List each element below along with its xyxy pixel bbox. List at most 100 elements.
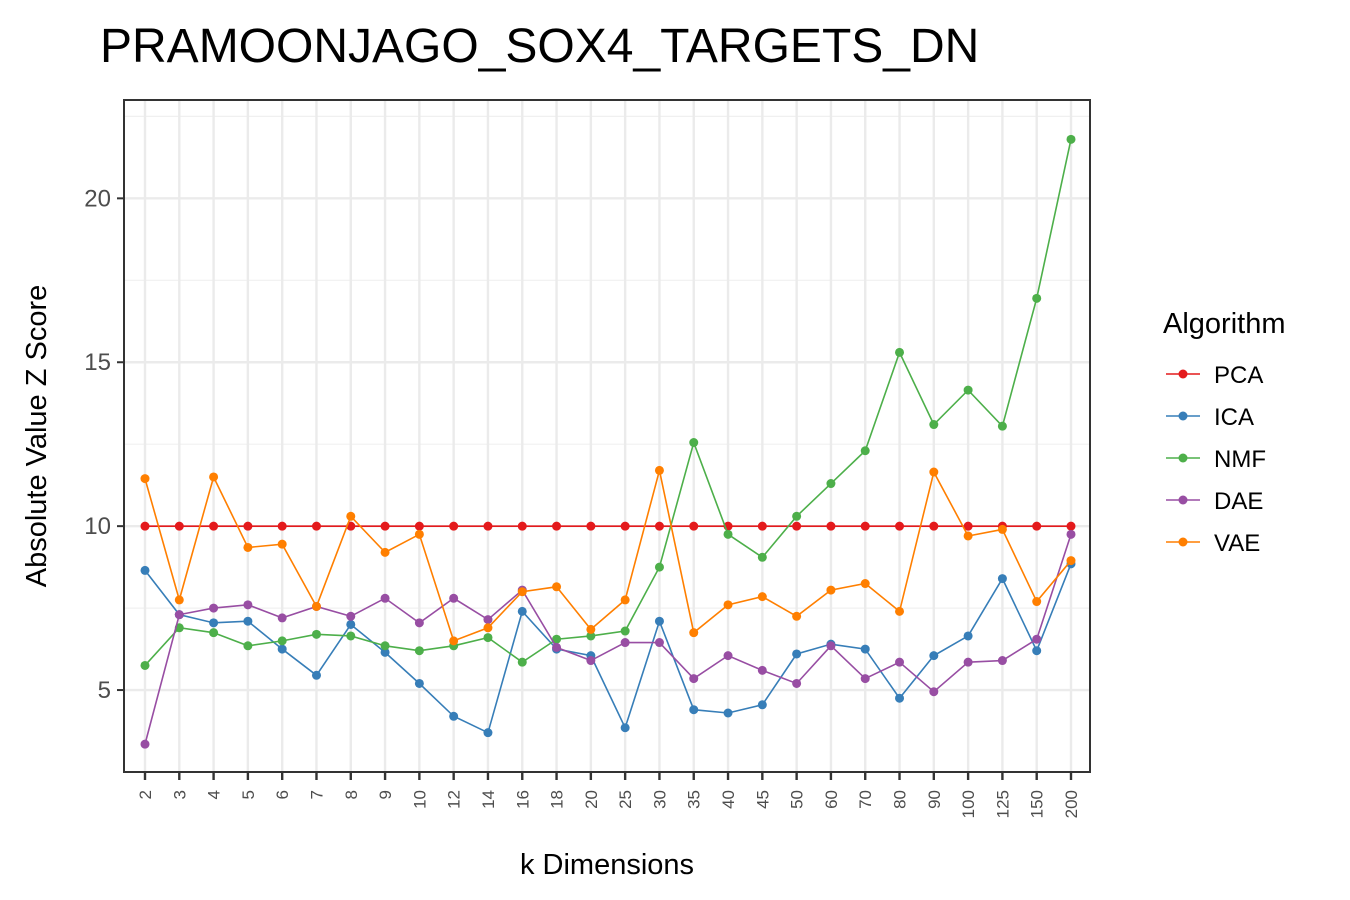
point-nmf (346, 631, 356, 641)
point-ica (311, 670, 321, 680)
point-dae (140, 739, 150, 749)
point-dae (826, 641, 836, 651)
x-tick-label: 5 (239, 790, 258, 799)
series-line-nmf (144, 139, 1072, 666)
x-tick-label: 150 (1028, 790, 1047, 818)
x-tick-label: 4 (205, 790, 224, 799)
point-pca (414, 521, 424, 531)
legend-key-point-vae (1178, 537, 1188, 547)
point-vae (586, 624, 596, 634)
x-tick-label: 70 (856, 790, 875, 809)
y-tick-label: 20 (84, 185, 111, 212)
point-ica (209, 618, 219, 628)
point-nmf (380, 641, 390, 651)
series-layer (140, 134, 1076, 749)
point-pca (620, 521, 630, 531)
x-tick-label: 3 (170, 790, 189, 799)
x-axis: 2 3 4 5 6 7 8 9 10 12 14 16 18 20 25 30 35 40 45 50 60 70 80 90… (136, 772, 1081, 818)
point-vae (311, 601, 321, 611)
point-ica (929, 651, 939, 661)
x-tick-label: 100 (959, 790, 978, 818)
x-tick-label: 60 (822, 790, 841, 809)
x-tick-label: 45 (753, 790, 772, 809)
point-pca (689, 521, 699, 531)
x-tick-label: 2 (136, 790, 155, 799)
point-dae (346, 611, 356, 621)
y-tick-label: 10 (84, 513, 111, 540)
point-pca (517, 521, 527, 531)
point-vae (209, 472, 219, 482)
point-dae (895, 657, 905, 667)
point-nmf (929, 420, 939, 430)
point-vae (174, 595, 184, 605)
x-tick-label: 35 (685, 790, 704, 809)
point-dae (963, 657, 973, 667)
point-pca (963, 521, 973, 531)
point-ica (517, 606, 527, 616)
point-nmf (895, 347, 905, 357)
x-tick-label: 7 (307, 790, 326, 799)
chart-title: PRAMOONJAGO_SOX4_TARGETS_DN (100, 20, 979, 73)
x-tick-label: 125 (993, 790, 1012, 818)
point-dae (860, 674, 870, 684)
point-ica (689, 705, 699, 715)
legend-label-dae: DAE (1214, 488, 1263, 515)
point-ica (277, 644, 287, 654)
point-ica (346, 619, 356, 629)
point-dae (277, 613, 287, 623)
point-nmf (654, 562, 664, 572)
point-pca (311, 521, 321, 531)
point-vae (140, 474, 150, 484)
point-dae (620, 638, 630, 648)
point-ica (620, 723, 630, 733)
point-dae (243, 600, 253, 610)
point-vae (517, 587, 527, 597)
point-pca (929, 521, 939, 531)
point-vae (620, 595, 630, 605)
point-nmf (689, 438, 699, 448)
point-ica (449, 711, 459, 721)
point-pca (174, 521, 184, 531)
point-vae (860, 579, 870, 589)
y-axis-title: Absolute Value Z Score (21, 285, 53, 588)
x-tick-label: 14 (479, 790, 498, 809)
point-vae (380, 547, 390, 557)
point-vae (963, 531, 973, 541)
point-dae (552, 642, 562, 652)
point-vae (895, 606, 905, 616)
point-ica (860, 644, 870, 654)
point-vae (757, 592, 767, 602)
point-nmf (586, 631, 596, 641)
point-nmf (243, 641, 253, 651)
point-ica (997, 574, 1007, 584)
point-ica (895, 693, 905, 703)
point-nmf (1066, 134, 1076, 144)
point-pca (1032, 521, 1042, 531)
point-vae (689, 628, 699, 638)
y-axis: 5 10 15 20 (84, 185, 124, 704)
x-tick-label: 18 (548, 790, 567, 809)
point-nmf (140, 660, 150, 670)
point-pca (654, 521, 664, 531)
point-vae (723, 600, 733, 610)
point-dae (483, 615, 493, 625)
point-ica (654, 616, 664, 626)
point-vae (997, 524, 1007, 534)
point-ica (483, 728, 493, 738)
legend-label-pca: PCA (1214, 362, 1263, 389)
legend-key-point-dae (1178, 495, 1188, 505)
point-nmf (277, 636, 287, 646)
point-dae (380, 593, 390, 603)
point-vae (929, 467, 939, 477)
point-nmf (860, 446, 870, 456)
legend-label-ica: ICA (1214, 404, 1254, 431)
x-tick-label: 30 (650, 790, 669, 809)
point-ica (723, 708, 733, 718)
point-pca (209, 521, 219, 531)
point-dae (1032, 634, 1042, 644)
x-tick-label: 25 (616, 790, 635, 809)
point-dae (654, 638, 664, 648)
point-dae (209, 603, 219, 613)
series-line-dae (144, 534, 1072, 745)
